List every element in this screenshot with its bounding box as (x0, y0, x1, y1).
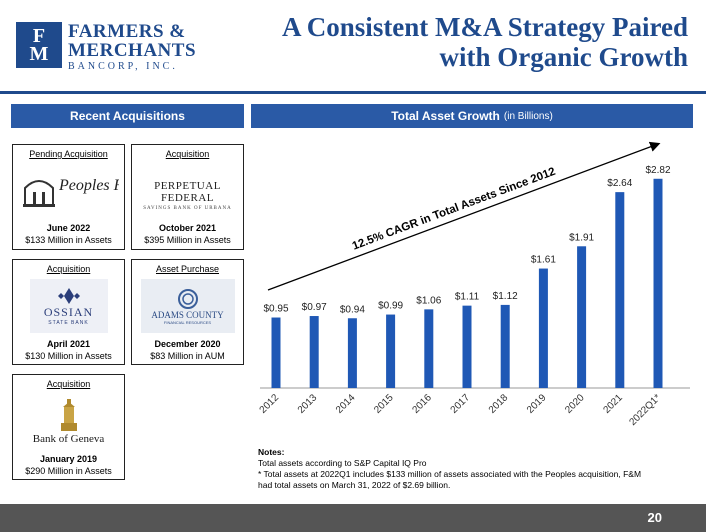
data-label-2015: $0.99 (378, 301, 403, 312)
acquisition-type: Acquisition (46, 264, 91, 274)
page-title-line2: with Organic Growth (439, 42, 689, 72)
bar-2017 (462, 305, 472, 388)
page-number: 20 (647, 510, 662, 525)
perpetual-logo-subtext: SAVINGS BANK OF URBANA (143, 205, 232, 211)
acquisition-type: Pending Acquisition (29, 149, 108, 159)
x-tick-2019: 2019 (525, 392, 549, 416)
x-tick-2014: 2014 (334, 392, 358, 416)
acquisition-date: December 2020 (154, 339, 221, 349)
header: F M FARMERS & MERCHANTS BANCORP, INC. A … (0, 0, 706, 90)
bar-2020 (577, 246, 587, 388)
bar-2018 (500, 304, 510, 388)
data-label-2013: $0.97 (302, 302, 327, 313)
company-name: FARMERS & MERCHANTS BANCORP, INC. (68, 22, 196, 72)
ossian-logo-subtext: STATE BANK (48, 319, 89, 326)
notes-heading: Notes: (258, 447, 285, 457)
x-tick-2013: 2013 (296, 392, 320, 416)
bank-of-geneva-logo-icon: Bank of Geneva (13, 393, 124, 451)
peoples-federal-logo-icon: Peoples Federal (13, 165, 124, 217)
perpetual-logo-text: PERPETUAL FEDERAL (154, 179, 221, 204)
data-label-2017: $1.11 (455, 292, 480, 303)
x-tick-2016: 2016 (410, 392, 434, 416)
x-tick-2017: 2017 (449, 392, 473, 416)
bar-2022Q1* (653, 178, 663, 388)
data-label-2012: $0.95 (263, 304, 288, 315)
data-label-2020: $1.91 (569, 232, 594, 243)
bar-2012 (271, 317, 281, 388)
bar-2013 (309, 316, 319, 388)
recent-acquisitions-title: Recent Acquisitions (70, 109, 185, 123)
adams-county-logo-text: ADAMS COUNTY (151, 309, 224, 320)
footer: 20 (0, 504, 706, 532)
bank-of-geneva-logo-text: Bank of Geneva (32, 433, 105, 445)
data-label-group: $0.95 $0.97 $0.94 $0.99 $1.06 $1.11 $1.12 $1.61… (263, 165, 670, 315)
x-tick-2022Q1*: 2022Q1* (627, 392, 663, 428)
acquisition-date: January 2019 (39, 454, 98, 464)
data-label-2016: $1.06 (416, 295, 441, 306)
cagr-annotation: 12.5% CAGR in Total Assets Since 2012 (351, 166, 558, 253)
x-tick-2015: 2015 (372, 392, 396, 416)
notes: Notes: Total assets according to S&P Cap… (258, 447, 698, 491)
logo-mark-bottom: M (29, 43, 49, 65)
chart-heading: Total Asset Growth (in Billions) (251, 104, 693, 128)
cagr-arrow (267, 141, 661, 291)
acquisition-type: Asset Purchase (155, 264, 220, 274)
data-label-2021: $2.64 (607, 178, 632, 189)
data-label-2018: $1.12 (493, 291, 518, 302)
x-tick-group: 2012 2013 2014 2015 2016 2017 2018 2019 2020 2021… (258, 392, 664, 428)
data-label-2019: $1.61 (531, 255, 556, 266)
page-title-line1: A Consistent M&A Strategy Paired (282, 12, 688, 42)
notes-line1: Total assets according to S&P Capital IQ… (258, 458, 427, 468)
data-label-2022Q1*: $2.82 (645, 165, 670, 176)
acquisition-card-ossian: Acquisition OSSIAN STATE BANK April 2021… (12, 259, 125, 365)
ossian-logo-text: OSSIAN (43, 304, 94, 319)
acquisition-amount: $290 Million in Assets (25, 466, 112, 476)
x-tick-2021: 2021 (601, 392, 625, 416)
chart-heading-subtitle: (in Billions) (503, 110, 553, 122)
acquisition-card-perpetual: Acquisition PERPETUAL FEDERAL SAVINGS BA… (131, 144, 244, 250)
x-tick-2018: 2018 (487, 392, 511, 416)
asset-growth-chart: $0.95 $0.97 $0.94 $0.99 $1.06 $1.11 $1.12 $1.61… (258, 141, 690, 428)
recent-acquisitions-heading: Recent Acquisitions (11, 104, 244, 128)
page-title: A Consistent M&A Strategy Paired with Or… (282, 12, 688, 72)
ossian-logo-icon: OSSIAN STATE BANK (13, 279, 124, 333)
acquisition-date: April 2021 (46, 339, 91, 349)
company-name-line1: FARMERS & (68, 21, 186, 42)
company-name-line2: MERCHANTS (68, 40, 197, 61)
adams-county-logo-subtext: FINANCIAL RESOURCES (163, 319, 212, 325)
bar-2016 (424, 309, 434, 388)
perpetual-federal-logo-icon: PERPETUAL FEDERAL SAVINGS BANK OF URBANA (132, 175, 243, 215)
acquisition-amount: $133 Million in Assets (25, 235, 112, 245)
data-label-2014: $0.94 (340, 304, 365, 315)
acquisition-type: Acquisition (46, 379, 91, 389)
acquisition-date: June 2022 (46, 223, 91, 233)
logo-mark-top: F (32, 25, 46, 47)
chart-heading-title: Total Asset Growth (391, 109, 500, 123)
adams-county-logo-icon: ADAMS COUNTY FINANCIAL RESOURCES (132, 279, 243, 333)
acquisition-date: October 2021 (158, 223, 217, 233)
company-name-line3: BANCORP, INC. (68, 61, 178, 72)
peoples-logo-text: Peoples Federal (58, 177, 119, 194)
x-tick-2012: 2012 (258, 392, 282, 416)
company-logo-icon: F M (16, 22, 62, 68)
acquisition-card-bank-of-geneva: Acquisition Bank of Geneva January 2019 … (12, 374, 125, 480)
x-tick-2020: 2020 (563, 392, 587, 416)
acquisition-card-adams-county: Asset Purchase ADAMS COUNTY FINANCIAL RE… (131, 259, 244, 365)
notes-line2: * Total assets at 2022Q1 includes $133 m… (258, 469, 642, 479)
bar-2021 (615, 192, 625, 388)
acquisition-type: Acquisition (165, 149, 210, 159)
bar-2015 (386, 314, 396, 388)
header-divider (0, 91, 706, 94)
bar-group (271, 178, 663, 388)
notes-line3: had total assets on March 31, 2022 of $2… (258, 480, 451, 490)
acquisition-card-peoples: Pending Acquisition Peoples Federal June… (12, 144, 125, 250)
acquisition-amount: $395 Million in Assets (144, 235, 231, 245)
bar-2014 (347, 318, 357, 388)
acquisition-amount: $130 Million in Assets (25, 351, 112, 361)
bar-2019 (538, 268, 548, 388)
acquisition-amount: $83 Million in AUM (150, 351, 225, 361)
